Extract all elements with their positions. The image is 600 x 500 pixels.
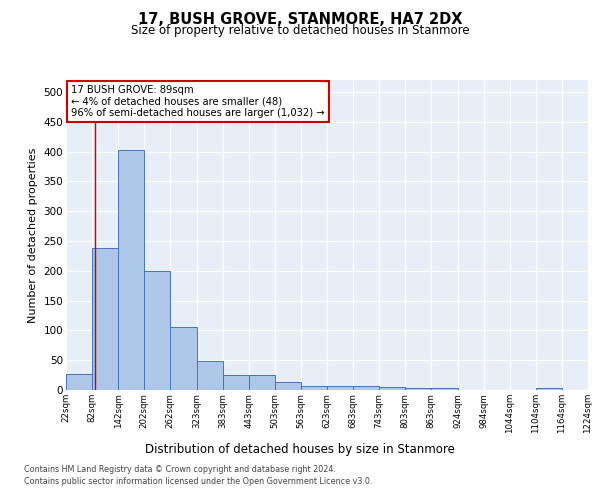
Bar bbox=[249, 375, 275, 390]
Bar bbox=[118, 150, 144, 390]
Bar bbox=[379, 387, 405, 390]
Bar bbox=[353, 386, 379, 390]
Text: Contains public sector information licensed under the Open Government Licence v3: Contains public sector information licen… bbox=[24, 477, 373, 486]
Bar bbox=[405, 388, 431, 390]
Bar bbox=[170, 328, 197, 390]
Y-axis label: Number of detached properties: Number of detached properties bbox=[28, 148, 38, 322]
Bar bbox=[431, 388, 458, 390]
Bar bbox=[327, 386, 353, 390]
Bar bbox=[66, 374, 92, 390]
Bar bbox=[536, 388, 562, 390]
Text: Contains HM Land Registry data © Crown copyright and database right 2024.: Contains HM Land Registry data © Crown c… bbox=[24, 466, 336, 474]
Text: 17, BUSH GROVE, STANMORE, HA7 2DX: 17, BUSH GROVE, STANMORE, HA7 2DX bbox=[138, 12, 462, 28]
Bar bbox=[275, 382, 301, 390]
Text: Size of property relative to detached houses in Stanmore: Size of property relative to detached ho… bbox=[131, 24, 469, 37]
Text: Distribution of detached houses by size in Stanmore: Distribution of detached houses by size … bbox=[145, 442, 455, 456]
Bar bbox=[223, 375, 249, 390]
Bar bbox=[144, 272, 170, 390]
Bar bbox=[92, 248, 118, 390]
Bar bbox=[301, 386, 327, 390]
Bar bbox=[197, 362, 223, 390]
Text: 17 BUSH GROVE: 89sqm
← 4% of detached houses are smaller (48)
96% of semi-detach: 17 BUSH GROVE: 89sqm ← 4% of detached ho… bbox=[71, 84, 325, 118]
